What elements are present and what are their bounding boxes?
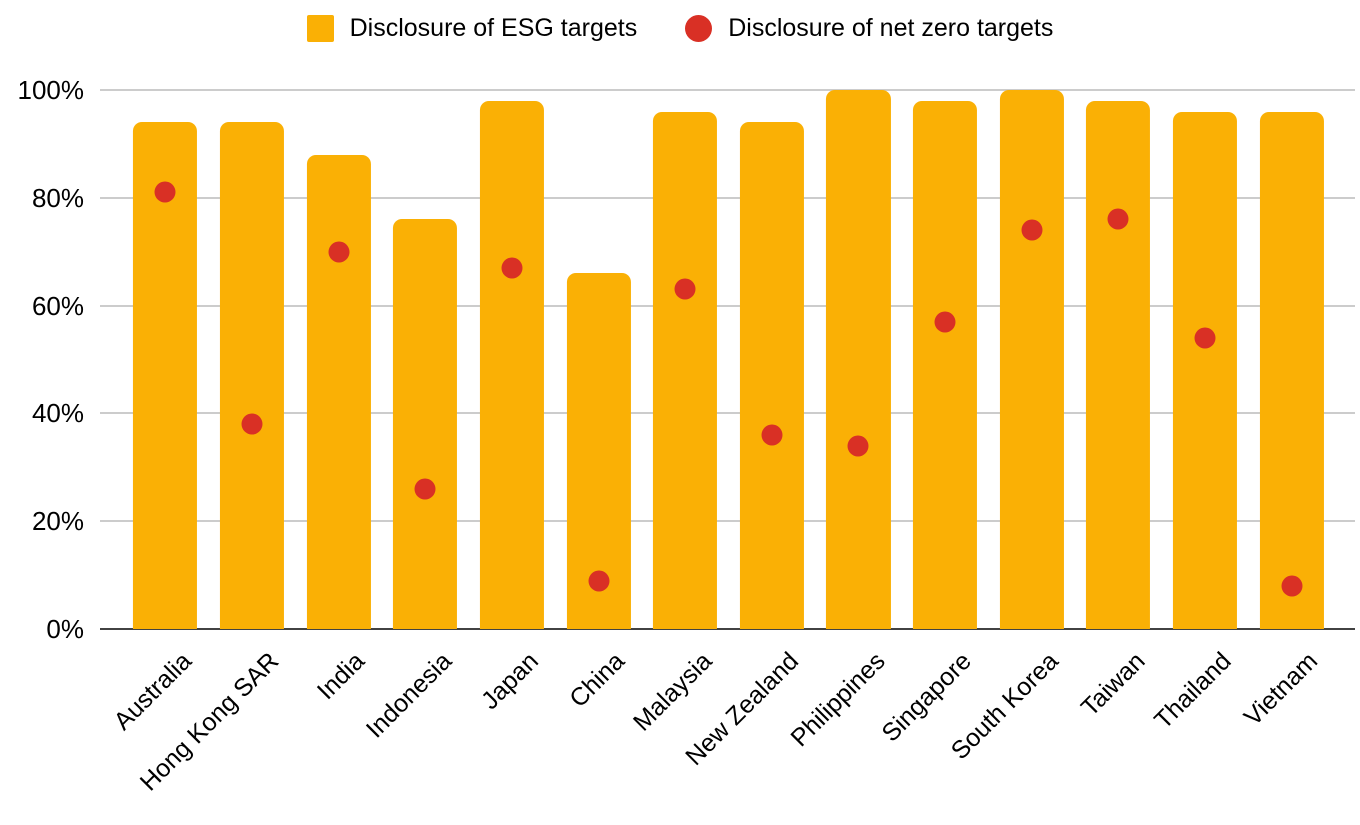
category-column: Philippines (785, 90, 902, 752)
category-column: South Korea (945, 90, 1075, 765)
y-tick-label: 20% (31, 506, 84, 537)
x-axis-line (100, 628, 1355, 630)
net-zero-target-dot (241, 413, 263, 435)
net-zero-target-dot (501, 257, 523, 279)
x-axis-label: Thailand (1149, 647, 1237, 735)
category-column: India (295, 90, 382, 705)
esg-target-bar (1259, 111, 1324, 629)
x-axis-label: Taiwan (1075, 647, 1151, 722)
x-axis-label: Malaysia (627, 647, 717, 737)
category-column: New Zealand (680, 90, 815, 771)
y-tick-label: 0% (46, 614, 84, 644)
esg-target-bar (653, 111, 718, 629)
category-column: Vietnam (1239, 90, 1335, 731)
net-zero-target-dot (154, 181, 176, 203)
category-column: Taiwan (1075, 90, 1162, 722)
x-axis-label: India (312, 647, 371, 706)
gridline (100, 304, 1355, 307)
esg-target-bar (219, 122, 285, 629)
category-column: Malaysia (627, 90, 729, 737)
net-zero-target-dot (934, 311, 956, 333)
category-column: Japan (469, 90, 556, 715)
category-column: Singapore (876, 90, 989, 747)
category-column: Australia (109, 90, 209, 736)
x-axis-label: Japan (475, 647, 544, 715)
esg-target-bar (306, 154, 371, 629)
category-column: Hong Kong SAR (134, 90, 296, 797)
plot-area: Australia Hong Kong SAR India Indonesia Japa… (18, 77, 1355, 797)
net-zero-target-dot (847, 435, 869, 457)
x-axis-label: Indonesia (360, 647, 458, 744)
net-zero-target-dot (761, 424, 783, 446)
category-column: China (555, 90, 642, 713)
gridline (100, 412, 1355, 415)
esg-bar-swatch-icon (306, 14, 334, 42)
legend-item-esg-targets: Disclosure of ESG targets (306, 13, 638, 42)
esg-target-bar (739, 122, 804, 629)
y-tick-label: 40% (31, 398, 84, 429)
x-axis-label: Vietnam (1239, 647, 1324, 732)
y-tick-label: 100% (17, 75, 85, 105)
esg-target-bar (1172, 111, 1238, 629)
net-zero-target-dot (1194, 327, 1216, 349)
net-zero-target-dot (674, 278, 696, 300)
esg-target-bar (913, 100, 978, 629)
x-axis-label: Australia (108, 647, 198, 736)
y-tick-label: 80% (31, 182, 84, 213)
gridline (100, 520, 1355, 523)
x-axis-label: China (564, 647, 631, 713)
esg-target-bar (479, 100, 544, 629)
columns: Australia Hong Kong SAR India Indonesia Japa… (109, 90, 1335, 797)
esg-target-bar (826, 90, 891, 629)
net-zero-target-dot (1107, 208, 1129, 230)
category-column: Thailand (1149, 90, 1249, 735)
net-zero-target-dot (588, 570, 610, 591)
gridline (100, 196, 1355, 199)
legend-label: Disclosure of ESG targets (349, 13, 638, 42)
esg-target-bar (393, 219, 458, 629)
y-tick-label: 60% (31, 290, 84, 321)
gridline (100, 89, 1355, 91)
net-zero-target-dot (328, 241, 350, 263)
esg-target-bar (1086, 100, 1151, 629)
net-zero-target-dot (1021, 219, 1043, 241)
net-zero-dot-swatch-icon (685, 14, 713, 42)
legend-label: Disclosure of net zero targets (728, 13, 1054, 42)
net-zero-target-dot (414, 478, 436, 500)
category-column: Indonesia (361, 90, 469, 743)
net-zero-target-dot (1281, 575, 1303, 597)
esg-target-bar (999, 90, 1064, 629)
esg-target-bar (566, 273, 631, 629)
legend-item-net-zero-targets: Disclosure of net zero targets (685, 13, 1054, 42)
legend: Disclosure of ESG targets Disclosure of … (0, 6, 1360, 50)
esg-target-bar (133, 122, 198, 629)
